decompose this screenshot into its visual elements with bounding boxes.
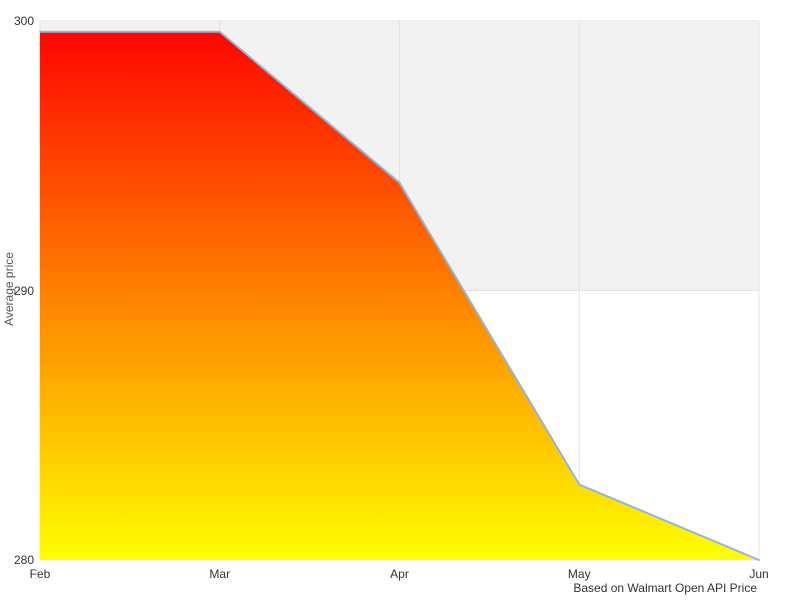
y-tick-label-290: 290 [13, 283, 34, 298]
series-line [39, 30, 760, 561]
x-tick-label-apr: Apr [390, 567, 409, 581]
y-tick-label-300: 300 [13, 14, 34, 28]
x-tick-label-feb: Feb [29, 567, 51, 581]
area-fill [40, 31, 759, 560]
x-tick-label-jun: Jun [749, 567, 769, 581]
chart-caption: Based on Walmart Open API Price [573, 581, 757, 595]
x-tick-label-mar: Mar [209, 567, 231, 581]
x-tick-label-may: May [567, 567, 591, 581]
y-tick-label-280: 280 [13, 553, 34, 567]
